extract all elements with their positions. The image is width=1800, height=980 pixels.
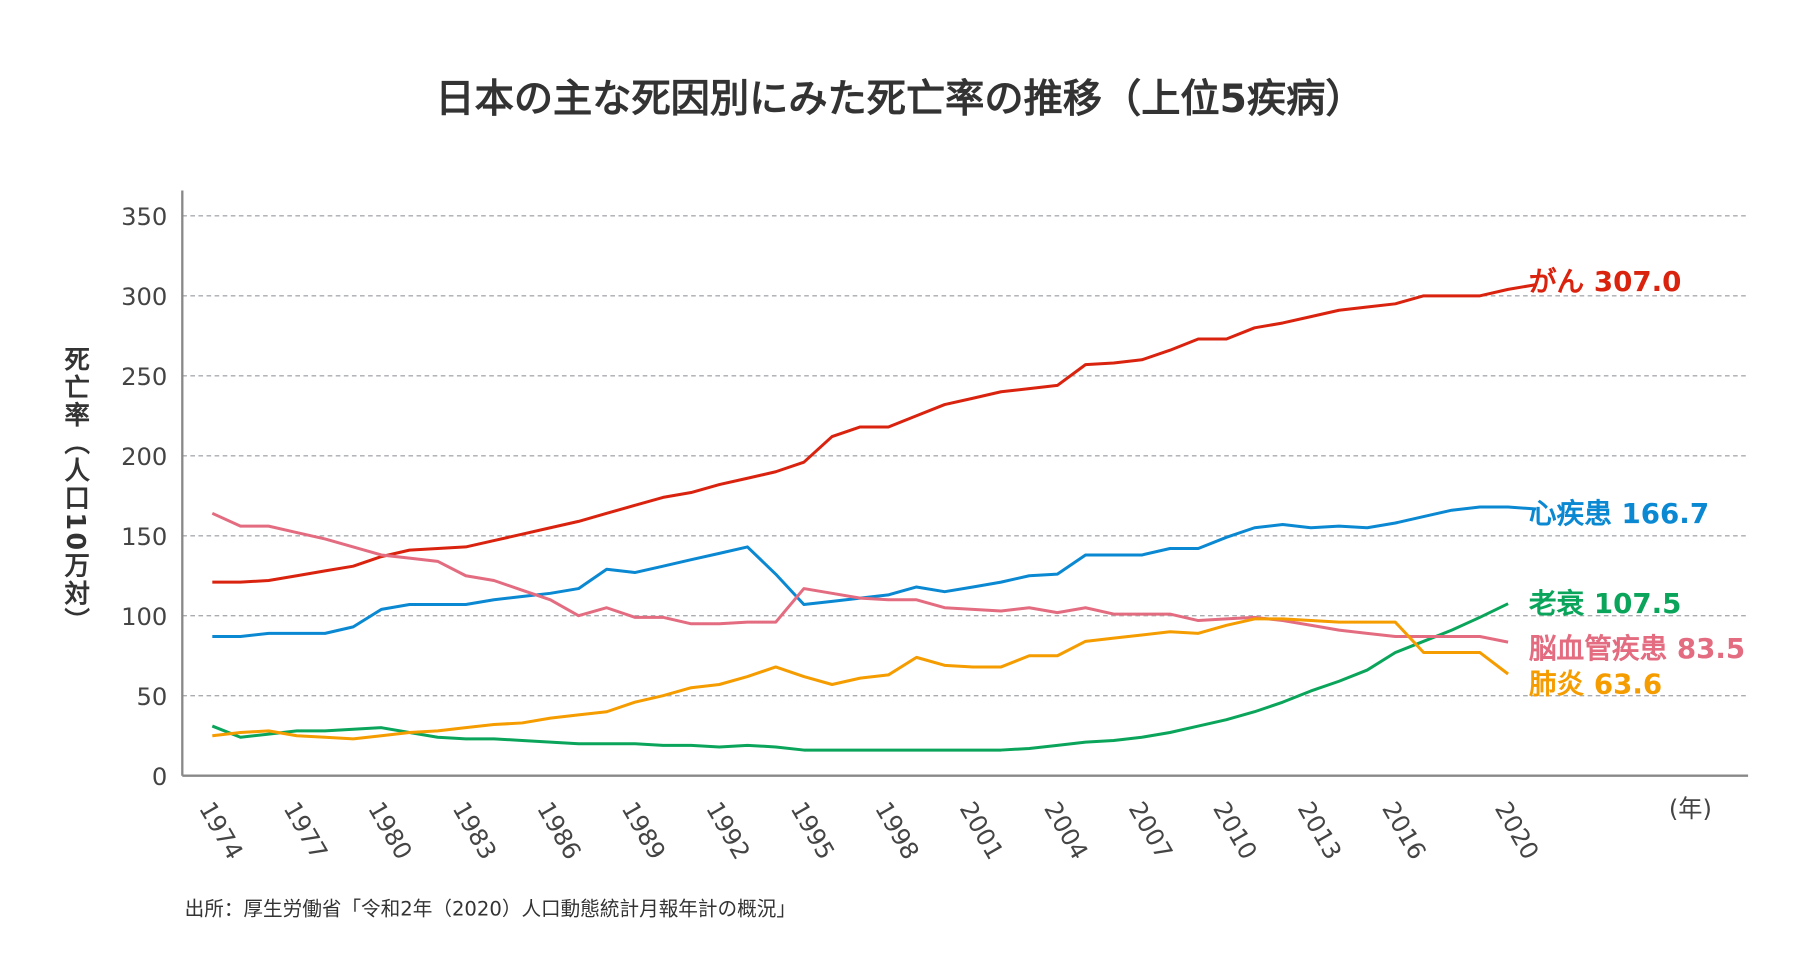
x-tick-labels: 1974 1977 1980 1983 1986 1989 1992 1995 1998 2001… bbox=[193, 797, 1544, 864]
x-tick-label: 1995 bbox=[785, 797, 840, 864]
x-tick-label: 1977 bbox=[278, 797, 333, 864]
x-tick-label: 1980 bbox=[362, 797, 417, 864]
series-lines bbox=[211, 283, 1537, 752]
y-tick-label: 0 bbox=[152, 763, 167, 791]
x-tick-label: 1998 bbox=[869, 797, 924, 864]
x-tick-label: 2004 bbox=[1038, 797, 1093, 864]
series-line-1 bbox=[212, 283, 1537, 584]
series-labels: がん 307.0 心疾患 166.7 老衰 107.5 脳血管疾患 83.5肺炎 63… bbox=[1528, 265, 1745, 701]
chart-title: 日本の主な死因別にみた死亡率の推移（上位5疾病） bbox=[435, 77, 1364, 122]
x-tick-label: 2016 bbox=[1376, 797, 1431, 864]
series-line-2 bbox=[212, 505, 1537, 638]
x-tick-label: 1983 bbox=[447, 797, 502, 864]
x-tick-label: 2010 bbox=[1207, 797, 1262, 864]
y-axis-label: 死亡率（人口10万対） bbox=[61, 346, 91, 635]
series-label-1: がん 307.0 bbox=[1529, 265, 1682, 298]
series-label-5: 肺炎 63.6 bbox=[1529, 668, 1662, 701]
y-tick-label: 350 bbox=[121, 203, 167, 231]
series-label-2: 心疾患 166.7 bbox=[1529, 497, 1709, 530]
x-tick-label: 1989 bbox=[616, 797, 671, 864]
x-tick-label: 2020 bbox=[1489, 797, 1544, 864]
y-tick-label: 150 bbox=[121, 523, 167, 551]
x-tick-label: 1992 bbox=[700, 797, 755, 864]
y-tick-label: 100 bbox=[121, 603, 167, 631]
gridlines bbox=[182, 215, 1749, 697]
y-tick-label: 300 bbox=[121, 283, 167, 311]
series-label-4: 脳血管疾患 83.5 bbox=[1528, 632, 1745, 665]
series-line-5 bbox=[212, 617, 1509, 741]
y-tick-labels: 0 50 100 150 200 250 300 350 bbox=[121, 203, 167, 791]
x-tick-label: 2013 bbox=[1292, 797, 1347, 864]
x-axis-unit: (年) bbox=[1669, 795, 1712, 823]
x-tick-label: 1986 bbox=[531, 797, 586, 864]
y-tick-label: 50 bbox=[136, 683, 167, 711]
y-tick-label: 250 bbox=[121, 363, 167, 391]
x-tick-label: 2007 bbox=[1123, 797, 1178, 864]
source-note: 出所：厚生労働省「令和2年（2020）人口動態統計月報年計の概況」 bbox=[185, 897, 796, 920]
y-tick-label: 200 bbox=[121, 443, 167, 471]
series-label-3: 老衰 107.5 bbox=[1529, 587, 1682, 620]
x-tick-label: 2001 bbox=[954, 797, 1009, 864]
x-tick-label: 1974 bbox=[193, 797, 248, 864]
series-line-3 bbox=[211, 602, 1509, 752]
series-line-4 bbox=[211, 511, 1509, 644]
